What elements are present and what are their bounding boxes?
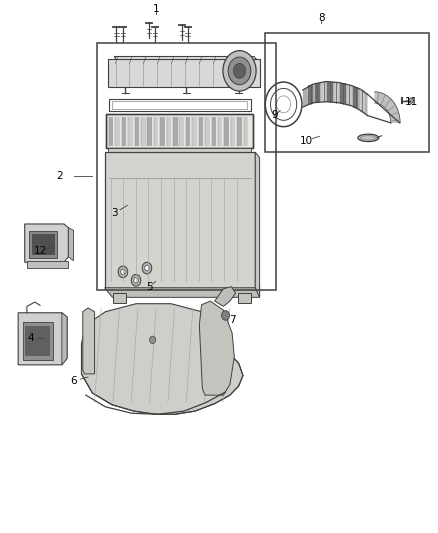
Polygon shape — [255, 152, 260, 297]
Bar — [360, 91, 365, 112]
Bar — [186, 117, 191, 146]
Text: 12: 12 — [33, 246, 46, 255]
Bar — [106, 115, 253, 149]
Bar — [141, 117, 145, 146]
Bar — [192, 117, 197, 146]
Bar — [27, 261, 68, 268]
Bar — [113, 293, 127, 303]
Bar — [347, 85, 352, 105]
Circle shape — [145, 265, 149, 271]
Bar — [32, 234, 55, 255]
Bar — [180, 117, 184, 146]
Bar — [231, 117, 235, 146]
Polygon shape — [81, 304, 243, 414]
Circle shape — [409, 98, 413, 103]
Circle shape — [142, 262, 152, 274]
Text: 4: 4 — [27, 333, 34, 343]
Circle shape — [131, 274, 141, 286]
Text: 3: 3 — [111, 208, 117, 219]
Bar — [128, 117, 133, 146]
Circle shape — [228, 57, 251, 85]
Bar — [25, 326, 50, 357]
Text: 10: 10 — [300, 135, 313, 146]
Bar — [224, 117, 229, 146]
Bar — [108, 148, 251, 152]
Text: 7: 7 — [229, 314, 235, 325]
Bar — [238, 293, 251, 303]
Polygon shape — [25, 224, 68, 262]
Bar — [212, 117, 216, 146]
Bar — [148, 117, 152, 146]
Bar — [265, 33, 428, 152]
Bar — [160, 117, 165, 146]
Text: 5: 5 — [146, 282, 152, 292]
Ellipse shape — [358, 134, 379, 142]
Polygon shape — [303, 82, 367, 116]
Polygon shape — [62, 313, 67, 365]
Bar — [327, 82, 332, 102]
Polygon shape — [199, 301, 234, 395]
Circle shape — [233, 63, 246, 78]
Bar — [167, 117, 171, 146]
Text: 9: 9 — [272, 110, 278, 120]
Circle shape — [223, 51, 256, 91]
Bar — [340, 84, 346, 104]
Bar — [321, 82, 326, 102]
Circle shape — [121, 269, 125, 274]
Bar — [218, 117, 223, 146]
Bar — [205, 117, 210, 146]
Circle shape — [118, 266, 128, 278]
Bar — [115, 117, 120, 146]
Bar — [173, 117, 177, 146]
Circle shape — [150, 336, 155, 344]
Text: 1: 1 — [152, 4, 159, 14]
Circle shape — [222, 311, 230, 320]
Bar — [97, 43, 276, 290]
Bar — [154, 117, 158, 146]
Polygon shape — [18, 313, 67, 365]
Circle shape — [134, 278, 138, 283]
Bar — [308, 85, 313, 104]
Bar — [29, 231, 57, 258]
Bar — [109, 99, 251, 111]
Polygon shape — [215, 287, 236, 306]
Text: 8: 8 — [318, 13, 325, 23]
Polygon shape — [105, 285, 260, 297]
Bar — [199, 117, 203, 146]
Bar — [134, 117, 139, 146]
Bar — [314, 83, 320, 102]
Polygon shape — [108, 59, 261, 87]
Bar — [122, 117, 126, 146]
Text: 2: 2 — [57, 171, 63, 181]
Polygon shape — [114, 56, 260, 63]
Bar — [237, 117, 242, 146]
Bar — [22, 322, 53, 360]
Bar — [334, 83, 339, 102]
Bar — [353, 87, 358, 108]
Bar — [113, 101, 247, 109]
Text: 6: 6 — [71, 376, 78, 386]
Polygon shape — [68, 228, 74, 261]
Polygon shape — [83, 308, 95, 374]
Polygon shape — [374, 92, 400, 123]
Bar — [109, 117, 113, 146]
Bar — [105, 152, 255, 288]
Bar — [244, 117, 248, 146]
Text: 11: 11 — [404, 96, 418, 107]
Bar — [106, 115, 253, 149]
